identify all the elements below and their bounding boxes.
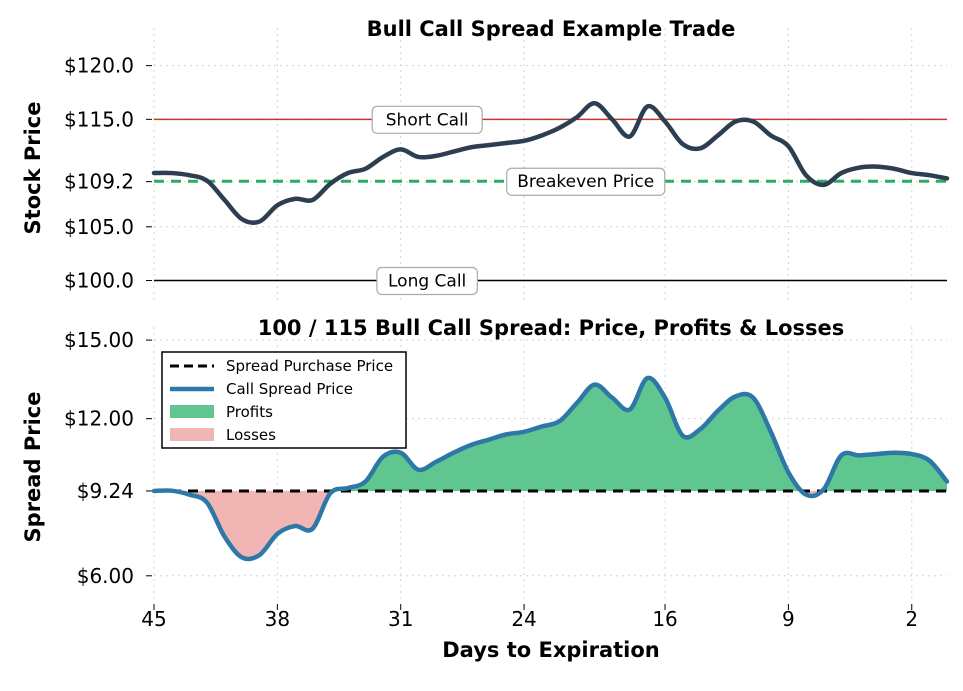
x-tick-label-6: 2 [905,607,918,631]
top-gridlines [153,28,947,302]
x-tick-labels: 45 38 31 24 16 9 2 [141,604,918,631]
long-call-annotation-box [376,266,478,296]
x-tick-label-2: 31 [388,607,413,631]
x-tick-label-4: 16 [652,607,677,631]
top-y-axis-label: Stock Price [21,102,45,235]
long-call-annotation: Long Call [376,266,478,296]
legend-swatch-losses [170,428,214,441]
x-tick-label-3: 24 [511,607,536,631]
bottom-y-axis-label: Spread Price [21,392,45,543]
top-reference-lines [154,118,947,282]
legend-label-losses: Losses [226,426,276,444]
breakeven-annotation: Breakeven Price [506,167,666,196]
bottom-y-tick-labels: $6.00 $9.24 $12.00 $15.00 [64,328,152,588]
short-call-annotation: Short Call [371,105,483,134]
legend: Spread Purchase Price Call Spread Price … [161,351,407,449]
short-call-label: Short Call [386,110,469,130]
legend-label-profits: Profits [226,403,273,421]
top-chart-title: Bull Call Spread Example Trade [367,17,736,41]
top-y-tick-label-2: $109.2 [64,170,134,194]
x-tick-label-5: 9 [782,607,795,631]
legend-label-purchase: Spread Purchase Price [226,357,393,375]
x-tick-label-0: 45 [141,607,166,631]
top-y-tick-labels: $100.0 $105.0 $109.2 $115.0 $120.0 [64,54,152,293]
breakeven-annotation-box [506,167,666,196]
top-y-tick-label-3: $115.0 [64,107,134,131]
long-call-label: Long Call [388,272,466,292]
top-y-tick-label-1: $105.0 [64,215,134,239]
stock-price-line [151,100,950,225]
bottom-y-tick-label-0: $6.00 [77,564,134,588]
legend-swatch-profits [170,405,214,418]
call-spread-price-line [151,375,950,562]
bottom-y-tick-label-1: $9.24 [77,479,134,503]
legend-label-spread: Call Spread Price [226,380,353,398]
bottom-y-tick-label-2: $12.00 [64,407,134,431]
top-y-tick-label-0: $100.0 [64,269,134,293]
top-y-tick-label-4: $120.0 [64,54,134,78]
x-tick-label-1: 38 [265,607,290,631]
bottom-y-tick-label-3: $15.00 [64,328,134,352]
short-call-annotation-box [371,105,483,134]
x-axis-label: Days to Expiration [442,638,660,662]
bottom-chart-title: 100 / 115 Bull Call Spread: Price, Profi… [258,316,845,340]
breakeven-label: Breakeven Price [517,172,654,192]
profits-area [154,377,947,491]
